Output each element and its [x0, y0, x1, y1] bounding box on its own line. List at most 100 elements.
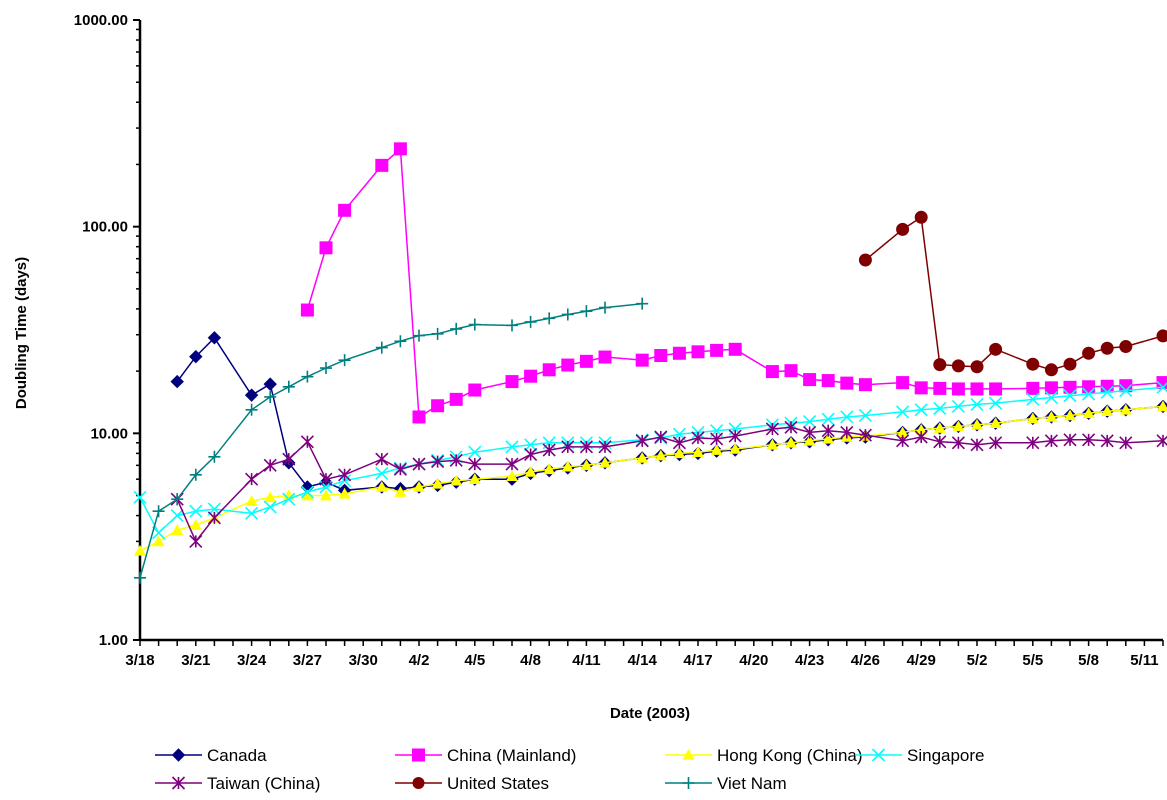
data-point-hong-kong-china — [580, 459, 593, 471]
data-point-hong-kong-china — [710, 444, 723, 455]
x-tick-label: 4/14 — [628, 652, 658, 669]
x-tick-label: 5/8 — [1078, 652, 1099, 669]
series-line-china-mainland — [306, 147, 1164, 419]
data-point-united-states — [951, 359, 965, 373]
x-tick-label: 5/5 — [1022, 652, 1043, 669]
legend: Canada China (Mainland) Hong Kong (China) S… — [155, 746, 985, 793]
data-point-united-states — [1119, 340, 1133, 354]
y-tick-label: 1.00 — [99, 632, 128, 649]
x-axis-ticks: 3/18 3/21 3/24 3/27 3/30 4/2 4/5 4/8 4/11 4/14 4/1… — [125, 640, 1164, 669]
data-point-singapore — [189, 504, 203, 518]
data-point-viet-nam — [450, 322, 463, 335]
data-point-china-mainland — [803, 373, 817, 387]
data-point-viet-nam — [320, 362, 332, 375]
data-point-taiwan-china — [896, 434, 910, 448]
data-point-china-mainland — [579, 354, 593, 368]
data-point-hong-kong-china — [915, 423, 928, 435]
data-point-singapore — [263, 500, 277, 514]
legend-marker — [871, 748, 886, 762]
data-point-china-mainland — [1044, 381, 1058, 395]
x-tick-label: 3/21 — [181, 652, 210, 669]
data-point-taiwan-china — [635, 434, 649, 448]
data-point-singapore — [896, 405, 910, 419]
legend-label: Singapore — [907, 746, 985, 765]
data-point-canada — [207, 331, 222, 345]
data-point-viet-nam — [394, 335, 407, 348]
data-point-hong-kong-china — [952, 420, 965, 432]
data-point-united-states — [896, 222, 910, 236]
x-tick-label: 4/17 — [683, 652, 712, 669]
data-point-hong-kong-china — [673, 447, 686, 459]
data-point-china-mainland — [431, 399, 445, 413]
x-tick-label: 4/2 — [409, 652, 430, 669]
data-point-hong-kong-china — [561, 460, 574, 472]
data-point-china-mainland — [896, 376, 910, 390]
data-point-singapore — [1100, 385, 1114, 399]
x-axis-title: Date (2003) — [610, 705, 690, 722]
legend-marker — [412, 748, 425, 762]
data-point-taiwan-china — [784, 420, 798, 434]
data-point-china-mainland — [1100, 379, 1114, 393]
data-point-hong-kong-china — [971, 418, 983, 430]
data-point-singapore — [1026, 392, 1040, 406]
data-point-hong-kong-china — [189, 519, 202, 530]
data-point-singapore — [282, 492, 296, 506]
data-point-hong-kong-china — [692, 446, 704, 458]
data-point-singapore — [524, 438, 538, 452]
data-point-taiwan-china — [1119, 436, 1133, 450]
data-point-hong-kong-china — [264, 491, 277, 503]
series-china-mainland — [300, 142, 1167, 424]
data-point-viet-nam — [599, 301, 611, 314]
data-point-china-mainland — [505, 375, 519, 389]
data-point-china-mainland — [728, 342, 742, 356]
data-point-china-mainland — [393, 142, 407, 156]
x-tick-label: 4/20 — [739, 652, 768, 669]
y-tick-label: 1000.00 — [74, 12, 128, 29]
data-point-canada — [170, 374, 184, 389]
data-point-singapore — [1044, 390, 1058, 405]
data-point-taiwan-china — [933, 435, 947, 449]
y-axis-ticks: 1.00 10.00 100.00 1000.00 — [74, 12, 140, 649]
data-point-hong-kong-china — [524, 465, 537, 477]
data-point-united-states — [1044, 363, 1058, 377]
data-point-taiwan-china — [1100, 434, 1114, 448]
data-point-singapore — [858, 408, 872, 423]
data-point-taiwan-china — [803, 425, 817, 440]
data-point-singapore — [951, 399, 965, 413]
data-point-china-mainland — [1063, 380, 1077, 394]
data-point-taiwan-china — [728, 429, 742, 443]
series-hong-kong-china — [134, 400, 1167, 556]
data-point-singapore — [505, 440, 519, 454]
data-point-taiwan-china — [561, 440, 575, 454]
legend-item-united-states: United States — [395, 774, 549, 793]
legend-item-hong-kong-china: Hong Kong (China) — [665, 746, 863, 765]
data-point-taiwan-china — [710, 432, 724, 446]
data-point-hong-kong-china — [654, 449, 667, 461]
data-point-hong-kong-china — [431, 477, 444, 489]
data-point-hong-kong-china — [152, 535, 165, 547]
data-point-taiwan-china — [1082, 433, 1096, 447]
legend-item-taiwan-china: Taiwan (China) — [155, 774, 320, 793]
data-point-taiwan-china — [412, 457, 426, 471]
data-point-hong-kong-china — [896, 426, 909, 438]
data-point-taiwan-china — [505, 457, 519, 471]
data-point-singapore — [821, 412, 835, 426]
data-point-viet-nam — [468, 318, 481, 331]
series-line-canada — [176, 336, 1164, 492]
data-point-taiwan-china — [375, 452, 389, 466]
x-tick-label: 3/27 — [293, 652, 322, 669]
data-point-united-states — [1063, 357, 1077, 371]
series-taiwan-china — [170, 420, 1167, 548]
data-point-china-mainland — [989, 382, 1003, 396]
data-point-taiwan-china — [245, 472, 259, 486]
data-point-china-mainland — [784, 364, 798, 378]
data-point-united-states — [1082, 346, 1096, 360]
data-point-singapore — [300, 485, 314, 499]
data-point-china-mainland — [1026, 381, 1040, 395]
data-point-viet-nam — [375, 341, 388, 354]
data-point-taiwan-china — [821, 424, 835, 438]
data-point-united-states — [933, 358, 947, 372]
data-point-china-mainland — [858, 378, 872, 392]
data-point-canada — [263, 377, 277, 391]
